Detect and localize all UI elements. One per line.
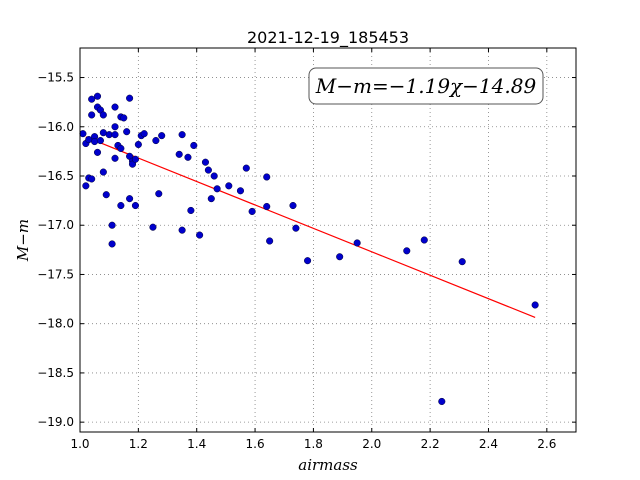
data-point bbox=[134, 140, 142, 149]
data-point bbox=[117, 201, 125, 210]
data-point bbox=[158, 132, 166, 140]
data-points bbox=[79, 92, 539, 406]
plot-frame bbox=[79, 47, 577, 433]
y-tick-label: −17.0 bbox=[37, 218, 74, 232]
data-point bbox=[266, 237, 274, 245]
x-tick-label: 2.4 bbox=[479, 437, 498, 451]
data-point bbox=[131, 155, 139, 163]
data-point bbox=[289, 201, 297, 210]
x-tick-label: 1.4 bbox=[187, 437, 206, 451]
y-tick-label: −17.5 bbox=[37, 267, 74, 281]
data-point bbox=[79, 130, 87, 138]
data-point bbox=[263, 202, 271, 211]
data-point bbox=[126, 195, 134, 203]
y-tick-label: −19.0 bbox=[37, 415, 74, 429]
data-point bbox=[91, 137, 99, 146]
data-point bbox=[102, 191, 110, 199]
fit-annotation: M−m=−1.19χ−14.89 bbox=[308, 67, 544, 105]
data-point bbox=[96, 137, 104, 145]
x-axis-label: airmass bbox=[298, 456, 358, 474]
plot-area bbox=[80, 48, 576, 432]
data-point bbox=[152, 137, 160, 145]
data-point bbox=[190, 141, 198, 150]
data-point bbox=[108, 221, 116, 229]
y-axis-label: M−m bbox=[14, 219, 32, 262]
data-point bbox=[175, 150, 183, 158]
data-point bbox=[88, 175, 96, 183]
data-point bbox=[336, 253, 344, 261]
data-point bbox=[108, 240, 116, 248]
data-point bbox=[236, 187, 245, 195]
data-point bbox=[403, 247, 411, 255]
y-tick-label: −16.0 bbox=[37, 120, 74, 134]
chart-title: 2021-12-19_185453 bbox=[247, 28, 409, 48]
data-point bbox=[178, 226, 186, 234]
data-point bbox=[225, 182, 233, 190]
data-point bbox=[196, 231, 204, 239]
data-point bbox=[111, 123, 119, 131]
data-point bbox=[207, 195, 215, 203]
data-point bbox=[99, 111, 107, 119]
data-point bbox=[93, 92, 102, 100]
data-point bbox=[204, 166, 212, 174]
data-point bbox=[438, 397, 446, 406]
x-tick-label: 2.6 bbox=[537, 437, 556, 451]
data-point bbox=[458, 258, 466, 266]
data-point bbox=[93, 148, 102, 156]
x-tick-labels: 1.0 1.2 1.4 1.6 1.8 2.0 2.2 2.4 2.6 bbox=[70, 437, 556, 451]
data-point bbox=[292, 224, 300, 232]
data-point bbox=[88, 111, 96, 119]
data-point bbox=[248, 207, 256, 215]
data-point bbox=[123, 128, 131, 136]
data-point bbox=[82, 182, 90, 190]
data-point bbox=[201, 158, 210, 166]
data-point bbox=[149, 223, 157, 231]
x-tick-label: 2.2 bbox=[421, 437, 440, 451]
x-tick-label: 1.6 bbox=[246, 437, 265, 451]
data-point bbox=[155, 190, 163, 198]
data-point bbox=[242, 164, 250, 172]
data-point bbox=[111, 154, 119, 162]
y-tick-labels: −15.5 −16.0 −16.5 −17.0 −17.5 −18.0 −18.5 −19.0 bbox=[37, 71, 74, 430]
grid-lines bbox=[79, 48, 576, 432]
data-point bbox=[304, 257, 312, 265]
x-tick-label: 1.0 bbox=[70, 437, 89, 451]
data-point bbox=[420, 236, 428, 244]
fit-line-group bbox=[85, 136, 536, 318]
data-point bbox=[120, 114, 128, 122]
data-point bbox=[88, 95, 96, 103]
fit-line bbox=[85, 136, 536, 318]
data-point bbox=[111, 103, 119, 111]
annotation-box bbox=[308, 67, 544, 105]
y-tick-label: −18.0 bbox=[37, 317, 74, 331]
y-tick-label: −18.5 bbox=[37, 366, 74, 380]
data-point bbox=[213, 185, 221, 193]
data-point bbox=[184, 153, 192, 161]
data-point bbox=[126, 94, 134, 102]
axis-ticks bbox=[79, 48, 576, 432]
annotation-text: M−m=−1.19χ−14.89 bbox=[315, 74, 537, 98]
data-point bbox=[140, 130, 148, 138]
data-point bbox=[263, 173, 271, 181]
x-tick-label: 1.8 bbox=[304, 437, 323, 451]
data-point bbox=[178, 131, 186, 139]
data-point bbox=[99, 168, 107, 176]
data-point bbox=[531, 301, 539, 309]
y-tick-label: −15.5 bbox=[37, 71, 74, 85]
data-point bbox=[187, 206, 195, 215]
x-tick-label: 2.0 bbox=[362, 437, 381, 451]
data-point bbox=[131, 201, 139, 210]
data-point bbox=[353, 239, 361, 247]
y-tick-label: −16.5 bbox=[37, 169, 74, 183]
data-point bbox=[111, 131, 119, 139]
x-tick-label: 1.2 bbox=[129, 437, 148, 451]
data-point bbox=[117, 144, 125, 152]
data-point bbox=[210, 172, 218, 180]
